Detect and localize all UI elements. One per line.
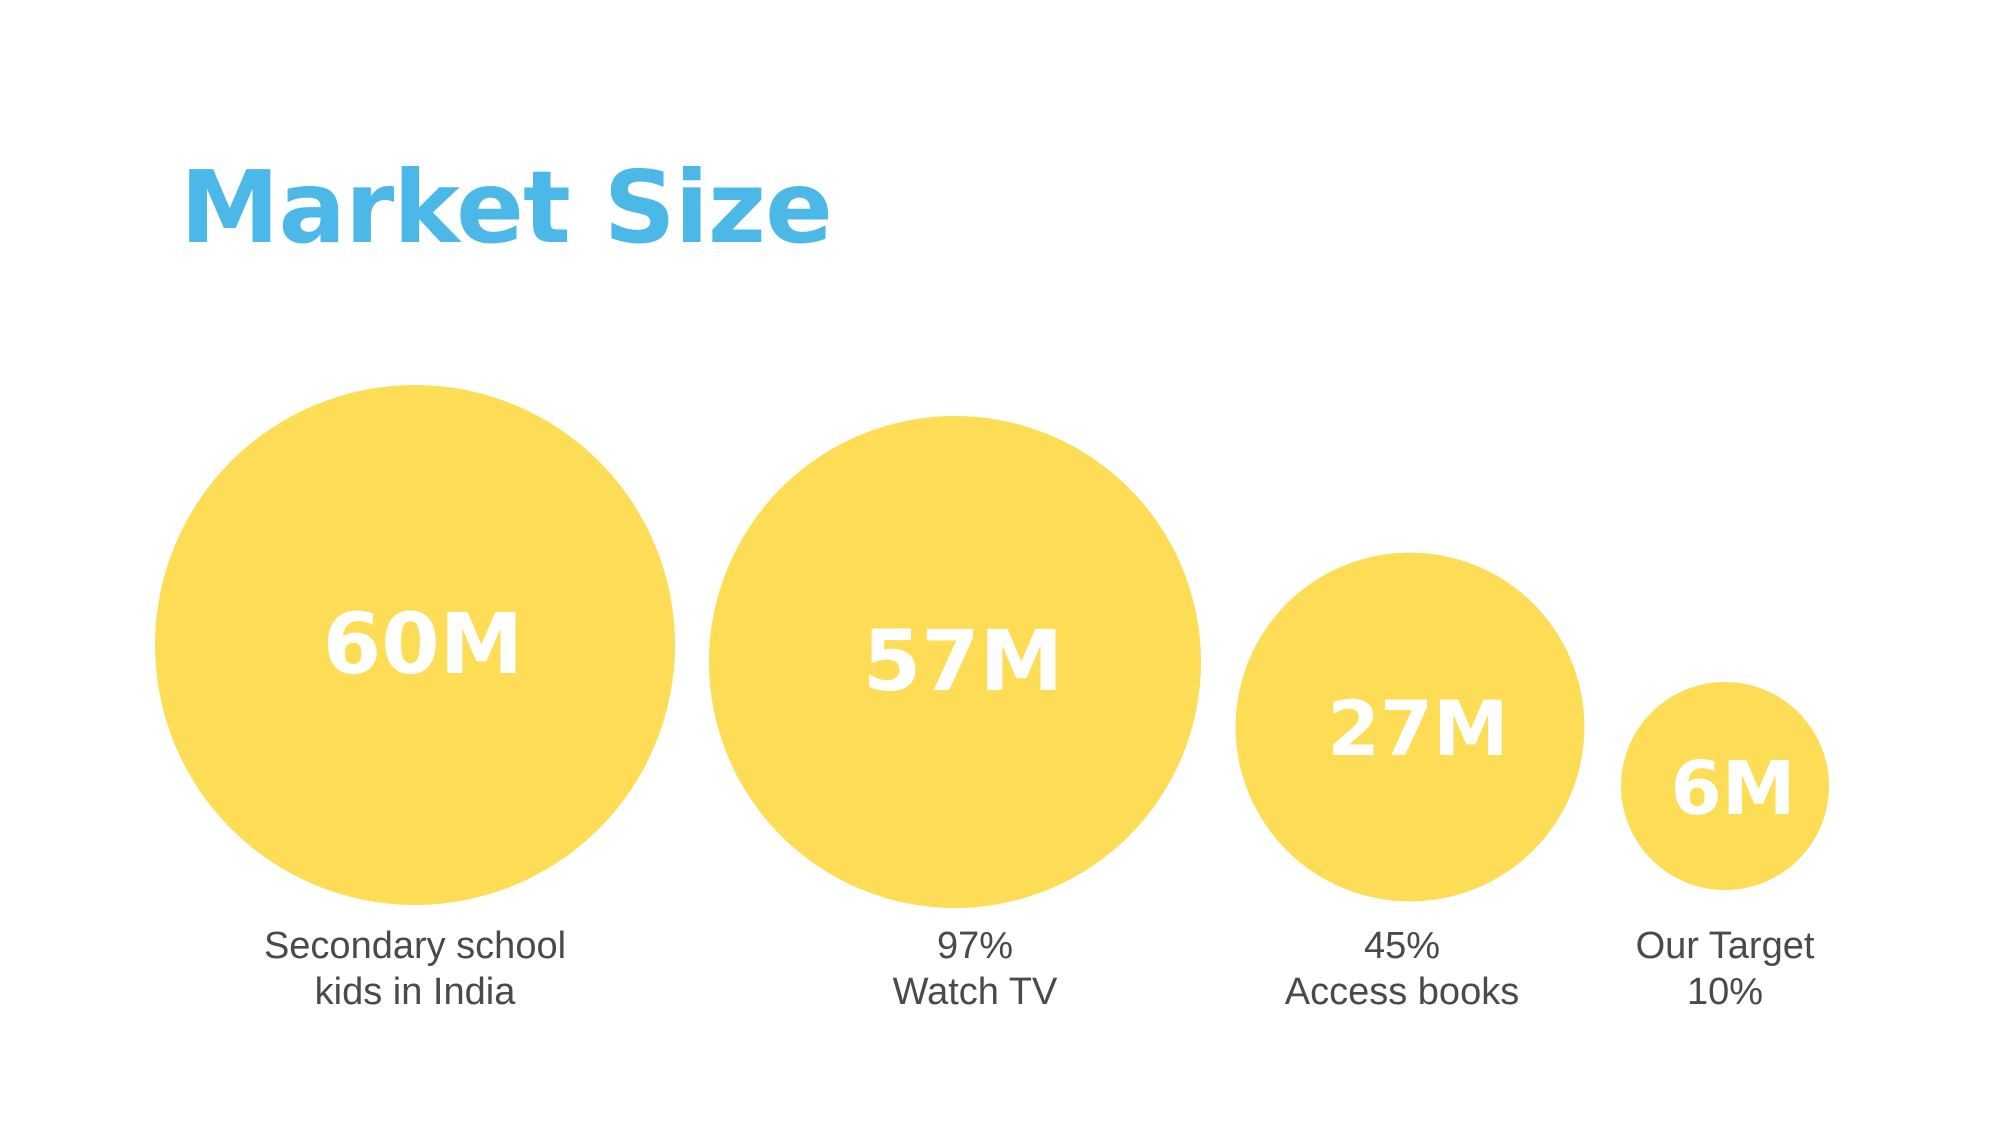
bubble-value-label: 6M xyxy=(1670,746,1795,832)
slide-title: Market Size xyxy=(180,149,833,266)
bubble-group-3: 27M 45%Access books xyxy=(1235,552,1585,1013)
bubble-value-label: 27M xyxy=(1327,684,1508,773)
bubble-caption-line: kids in India xyxy=(315,971,517,1013)
bubble-caption-line: Watch TV xyxy=(893,971,1058,1013)
bubble-caption-line: 97% xyxy=(937,925,1013,967)
bubble-group-2: 57M 97%Watch TV xyxy=(709,416,1201,1013)
bubble-caption-line: 45% xyxy=(1364,925,1440,967)
bubble-caption-line: Secondary school xyxy=(264,925,566,967)
bubble-1 xyxy=(155,385,675,905)
bubble-2 xyxy=(709,416,1201,908)
bubble-caption-line: Our Target xyxy=(1636,925,1815,967)
bubble-caption-line: 10% xyxy=(1687,971,1763,1013)
bubble-value-label: 60M xyxy=(323,595,523,693)
bubble-4 xyxy=(1621,682,1829,890)
bubble-3 xyxy=(1235,552,1585,902)
bubble-value-label: 57M xyxy=(863,612,1063,710)
bubble-caption-line: Access books xyxy=(1285,971,1519,1013)
